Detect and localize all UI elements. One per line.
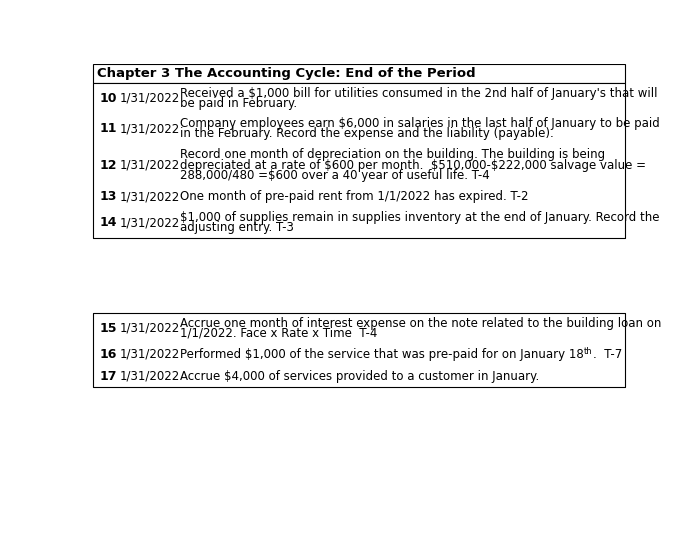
Text: $1,000 of supplies remain in supplies inventory at the end of January. Record th: $1,000 of supplies remain in supplies in… bbox=[181, 211, 660, 224]
Text: adjusting entry. T-3: adjusting entry. T-3 bbox=[181, 221, 295, 234]
Bar bbox=[176, 144, 624, 186]
Bar bbox=[93, 343, 124, 365]
Bar bbox=[93, 208, 124, 238]
Bar bbox=[124, 144, 176, 186]
Text: Chapter 3 The Accounting Cycle: End of the Period: Chapter 3 The Accounting Cycle: End of t… bbox=[97, 67, 475, 80]
Text: be paid in February.: be paid in February. bbox=[181, 97, 298, 110]
Text: One month of pre-paid rent from 1/1/2022 has expired. T-2: One month of pre-paid rent from 1/1/2022… bbox=[181, 190, 529, 203]
Bar bbox=[93, 144, 124, 186]
Bar bbox=[93, 186, 124, 208]
Bar bbox=[93, 113, 124, 144]
Text: th: th bbox=[584, 347, 593, 356]
Text: 12: 12 bbox=[99, 158, 117, 172]
Bar bbox=[124, 313, 176, 343]
Text: 10: 10 bbox=[99, 91, 117, 104]
Bar bbox=[93, 83, 624, 238]
Text: 1/31/2022: 1/31/2022 bbox=[120, 216, 181, 230]
Bar bbox=[124, 83, 176, 113]
Text: 15: 15 bbox=[99, 322, 117, 335]
Bar bbox=[176, 343, 624, 365]
Text: 1/31/2022: 1/31/2022 bbox=[120, 190, 181, 203]
Text: 1/31/2022: 1/31/2022 bbox=[120, 158, 181, 172]
Text: Received a $1,000 bill for utilities consumed in the 2nd half of January's that : Received a $1,000 bill for utilities con… bbox=[181, 87, 658, 100]
Text: Record one month of depreciation on the building. The building is being: Record one month of depreciation on the … bbox=[181, 148, 606, 162]
Text: 13: 13 bbox=[99, 190, 117, 203]
Bar bbox=[176, 208, 624, 238]
Text: 288,000/480 =$600 over a 40 year of useful life. T-4: 288,000/480 =$600 over a 40 year of usef… bbox=[181, 169, 490, 182]
Bar bbox=[176, 313, 624, 343]
Text: 17: 17 bbox=[99, 370, 117, 383]
Bar bbox=[176, 186, 624, 208]
Bar bbox=[176, 83, 624, 113]
Text: 1/31/2022: 1/31/2022 bbox=[120, 123, 181, 135]
Text: Performed $1,000 of the service that was pre-paid for on January 18: Performed $1,000 of the service that was… bbox=[181, 348, 584, 361]
Bar bbox=[93, 313, 124, 343]
Text: 1/31/2022: 1/31/2022 bbox=[120, 370, 181, 383]
Text: depreciated at a rate of $600 per month.  $510,000-$222,000 salvage value =: depreciated at a rate of $600 per month.… bbox=[181, 158, 647, 172]
Text: Company employees earn $6,000 in salaries in the last half of January to be paid: Company employees earn $6,000 in salarie… bbox=[181, 117, 660, 131]
Bar bbox=[93, 83, 124, 113]
Text: Accrue $4,000 of services provided to a customer in January.: Accrue $4,000 of services provided to a … bbox=[181, 370, 540, 383]
Bar bbox=[124, 365, 176, 387]
Text: 1/31/2022: 1/31/2022 bbox=[120, 322, 181, 335]
Text: 16: 16 bbox=[99, 348, 117, 361]
Text: .  T-7: . T-7 bbox=[593, 348, 622, 361]
Text: 14: 14 bbox=[99, 216, 117, 230]
Text: Accrue one month of interest expense on the note related to the building loan on: Accrue one month of interest expense on … bbox=[181, 317, 662, 330]
Bar bbox=[124, 113, 176, 144]
Text: 11: 11 bbox=[99, 123, 117, 135]
Text: 1/31/2022: 1/31/2022 bbox=[120, 91, 181, 104]
Text: 1/31/2022: 1/31/2022 bbox=[120, 348, 181, 361]
Text: in the February. Record the expense and the liability (payable).: in the February. Record the expense and … bbox=[181, 127, 554, 141]
Bar bbox=[93, 313, 624, 387]
Bar bbox=[124, 186, 176, 208]
Text: 1/1/2022. Face x Rate x Time  T-4: 1/1/2022. Face x Rate x Time T-4 bbox=[181, 327, 378, 340]
Bar bbox=[93, 365, 124, 387]
Bar bbox=[93, 64, 624, 83]
Bar bbox=[124, 208, 176, 238]
Bar bbox=[124, 343, 176, 365]
Bar bbox=[176, 365, 624, 387]
Bar bbox=[176, 113, 624, 144]
